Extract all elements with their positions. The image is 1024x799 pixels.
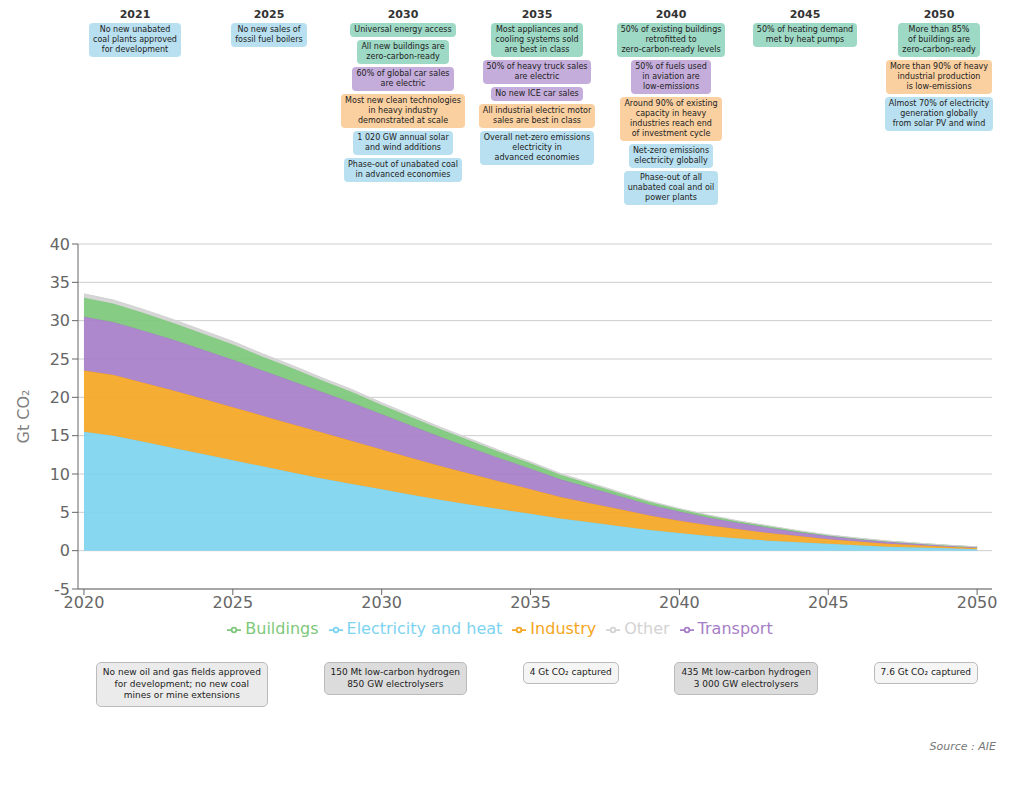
html-text:2040: 2040 [655, 8, 687, 21]
html-text:No new oil and gas fields appr: No new oil and gas fields approved for d… [102, 667, 261, 701]
html-text:Around 90% of existing capacit: Around 90% of existing capacity in heavy… [624, 99, 718, 138]
html-text:Phase-out of all unabated coal: Phase-out of all unabated coal and oil p… [627, 173, 715, 202]
html-text:No new sales of fossil fuel bo: No new sales of fossil fuel boilers [235, 25, 303, 44]
svg-text:Gt CO₂: Gt CO₂ [14, 390, 33, 444]
html-text:7.6 Gt CO₂ captured: 7.6 Gt CO₂ captured [880, 667, 972, 677]
svg-text:2025: 2025 [212, 593, 253, 612]
html-text:435 Mt low-carbon hydrogen 3 0: 435 Mt low-carbon hydrogen 3 000 GW elec… [681, 667, 811, 689]
html-text:60% of global car sales are el: 60% of global car sales are electric [356, 69, 450, 88]
svg-text:5: 5 [60, 503, 70, 522]
html-text:2050: 2050 [923, 8, 955, 21]
svg-text:0: 0 [60, 541, 70, 560]
svg-text:2040: 2040 [659, 593, 700, 612]
svg-text:2045: 2045 [808, 593, 849, 612]
html-text:No new unabated coal plants ap: No new unabated coal plants approved for… [93, 25, 177, 54]
html-text:Electricity and heat: Electricity and heat [346, 619, 503, 638]
html-text:2021: 2021 [119, 8, 151, 21]
html-text:2045: 2045 [789, 8, 821, 21]
html-text:50% of heavy truck sales are e: 50% of heavy truck sales are electric [486, 62, 588, 81]
html-text:Most new clean technologies in: Most new clean technologies in heavy ind… [345, 96, 461, 125]
html-text:50% of heating demand met by h: 50% of heating demand met by heat pumps [756, 25, 854, 44]
html-text:All new buildings are zero-car: All new buildings are zero-carbon-ready [361, 42, 445, 61]
html-text:150 Mt low-carbon hydrogen 850: 150 Mt low-carbon hydrogen 850 GW electr… [330, 667, 460, 689]
svg-text:25: 25 [50, 350, 70, 369]
html-text:2025: 2025 [253, 8, 285, 21]
html-text:2030: 2030 [387, 8, 419, 21]
svg-text:35: 35 [50, 273, 70, 292]
html-text:Transport: Transport [697, 619, 773, 638]
svg-text:2035: 2035 [510, 593, 551, 612]
svg-text:30: 30 [50, 311, 70, 330]
svg-text:15: 15 [50, 426, 70, 445]
html-text:Buildings: Buildings [245, 619, 319, 638]
html-text:50% of existing buildings retr: 50% of existing buildings retrofitted to… [620, 25, 722, 54]
html-text:All industrial electric motor: All industrial electric motor sales are … [482, 106, 592, 125]
html-text:Universal energy access: Universal energy access [354, 25, 452, 34]
svg-text:10: 10 [50, 465, 70, 484]
html-text:Other: Other [624, 619, 670, 638]
html-text:50% of fuels used in aviation: 50% of fuels used in aviation are low-em… [635, 62, 707, 91]
html-text:Phase-out of unabated coal in: Phase-out of unabated coal in advanced e… [348, 160, 458, 179]
html-text:Overall net-zero emissions ele: Overall net-zero emissions electricity i… [483, 133, 591, 162]
svg-text:20: 20 [50, 388, 70, 407]
svg-text:2020: 2020 [63, 593, 105, 613]
html-text:2035: 2035 [521, 8, 553, 21]
html-text:No new ICE car sales: No new ICE car sales [495, 89, 579, 98]
html-text:More than 90% of heavy industr: More than 90% of heavy industrial produc… [890, 62, 988, 91]
svg-text:2050: 2050 [957, 593, 998, 612]
html-text:More than 85% of buildings are: More than 85% of buildings are zero-carb… [902, 25, 976, 54]
svg-text:2030: 2030 [361, 593, 402, 612]
html-text:4 Gt CO₂ captured: 4 Gt CO₂ captured [529, 667, 612, 677]
html-text:Almost 70% of electricity gene: Almost 70% of electricity generation glo… [888, 99, 990, 128]
html-text:Industry: Industry [530, 619, 597, 638]
svg-text:-5: -5 [54, 580, 70, 599]
html-text:Net-zero emissions electricity: Net-zero emissions electricity globally [632, 146, 710, 165]
html-text:Most appliances and cooling sy: Most appliances and cooling systems sold… [495, 25, 579, 54]
html-text:Source : AIE: Source : AIE [929, 740, 996, 753]
html-text:1 020 GW annual solar and wind: 1 020 GW annual solar and wind additions [357, 133, 449, 152]
svg-text:40: 40 [50, 235, 70, 254]
